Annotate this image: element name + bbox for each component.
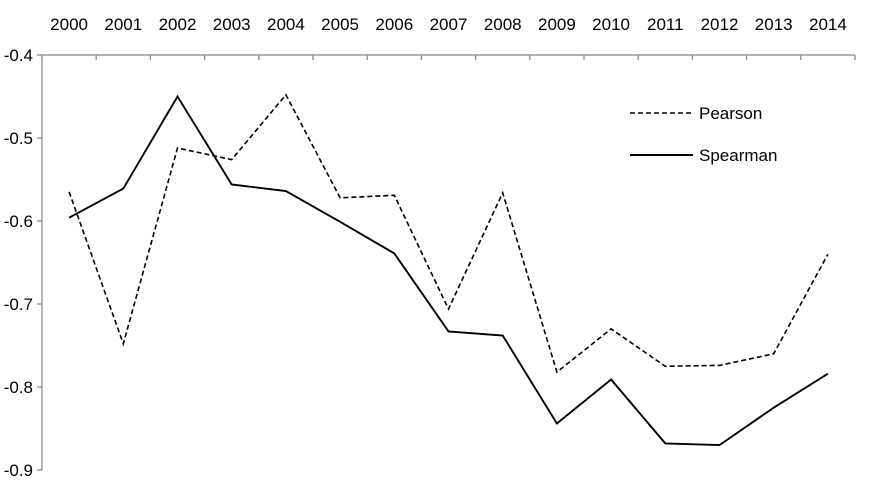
data-point-pearson [827,253,829,255]
legend-label-spearman: Spearman [699,146,777,165]
data-point-spearman [177,96,179,98]
data-point-pearson [448,308,450,310]
axes: -0.4 -0.5 -0.6 -0.7 -0.8 -0.9 2000 2001 2002 2003… [4,15,856,480]
series-line-pearson [68,93,829,374]
data-point-pearson [394,194,396,196]
data-point-pearson [177,147,179,149]
data-point-pearson [68,191,70,193]
data-point-pearson [285,94,287,96]
x-tick-label: 2012 [701,15,739,34]
data-point-spearman [123,188,125,190]
data-point-spearman [773,407,775,409]
legend-label-pearson: Pearson [699,104,762,123]
data-point-spearman [394,253,396,255]
x-tick-label: 2013 [755,15,793,34]
x-tick-label: 2006 [375,15,413,34]
x-tick-label: 2011 [647,15,684,34]
data-point-pearson [231,159,233,161]
data-point-spearman [285,190,287,192]
data-point-spearman [610,379,612,381]
y-tick-label: -0.5 [4,129,33,148]
data-point-spearman [68,217,70,219]
data-point-spearman [665,443,667,445]
x-tick-label: 2005 [321,15,359,34]
data-point-spearman [719,444,721,446]
y-tick-label: -0.9 [4,461,33,477]
data-point-spearman [231,184,233,186]
x-tick-label: 2007 [430,15,468,34]
data-point-pearson [123,343,125,345]
x-tick-label: 2010 [592,15,630,34]
x-tick-label: 2002 [159,15,197,34]
data-point-pearson [719,365,721,367]
data-point-spearman [448,331,450,333]
x-tick-label: 2003 [213,15,251,34]
data-point-spearman [339,221,341,223]
series-lines [68,93,829,447]
x-tick-label: 2004 [267,15,305,34]
y-tick-label: -0.6 [4,212,33,231]
y-tick-label: -0.8 [4,378,33,397]
x-tick-label: 2008 [484,15,522,34]
data-point-pearson [339,197,341,199]
data-point-spearman [502,335,504,337]
x-tick-label: 2001 [104,15,142,34]
data-point-pearson [502,192,504,194]
y-tick-label: -0.7 [4,295,33,314]
data-point-pearson [610,328,612,330]
x-tick-label: 2009 [538,15,576,34]
y-tick-label: -0.4 [4,46,33,65]
data-point-pearson [556,371,558,373]
data-point-pearson [773,353,775,355]
legend: Pearson Spearman [630,104,777,165]
x-tick-label: 2000 [50,15,88,34]
data-point-spearman [827,373,829,375]
data-point-spearman [556,423,558,425]
data-point-pearson [665,365,667,367]
x-tick-label: 2014 [809,15,847,34]
series-line-spearman [68,94,829,447]
